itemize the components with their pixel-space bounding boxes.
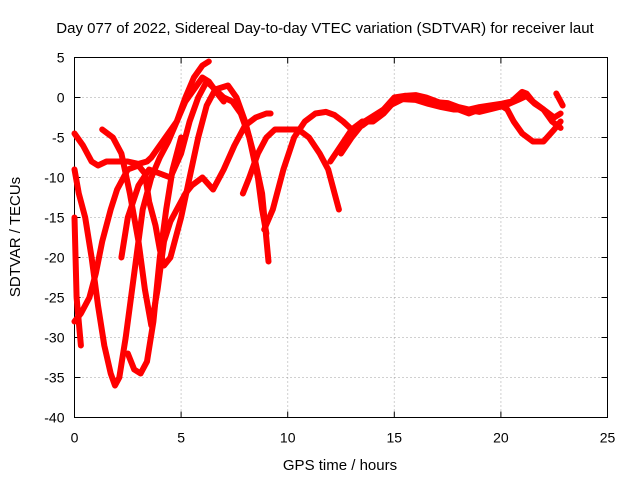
y-tick-label: -5 — [52, 130, 65, 146]
x-tick-label: 25 — [600, 430, 616, 446]
series-group — [71, 58, 566, 389]
series-line-arc-3 — [71, 82, 272, 325]
x-tick-label: 10 — [280, 430, 296, 446]
y-tick-label: -35 — [44, 370, 64, 386]
y-tick-label: -20 — [44, 250, 64, 266]
series-line-arc-4 — [71, 214, 84, 349]
plot-frame — [74, 57, 608, 418]
axis-ticks: 0 5 10 15 20 25 5 0 -5 -10 -15 -20 -25 -30 -35 -40 — [44, 50, 615, 446]
series-line-arc-7 — [124, 134, 185, 377]
series-line-arc-1 — [71, 74, 227, 169]
x-tick-label: 0 — [71, 430, 79, 446]
y-tick-label: -40 — [44, 410, 64, 426]
y-tick-label: -25 — [44, 290, 64, 306]
series-line-arc-2 — [71, 58, 212, 389]
y-tick-label: -10 — [44, 170, 64, 186]
series-line-arc-12 — [553, 90, 566, 109]
series-line-arc-11 — [338, 92, 564, 157]
series-line-arc-6 — [118, 78, 270, 261]
x-tick-label: 5 — [177, 430, 185, 446]
grid — [74, 57, 608, 418]
series-line-arc-8 — [239, 126, 342, 213]
y-tick-label: -30 — [44, 330, 64, 346]
x-tick-label: 20 — [493, 430, 509, 446]
y-axis-label: SDTVAR / TECUs — [7, 177, 24, 297]
series-line-arc-9 — [261, 88, 564, 233]
x-axis-label: GPS time / hours — [283, 457, 397, 474]
x-tick-label: 15 — [387, 430, 403, 446]
y-tick-label: -15 — [44, 210, 64, 226]
y-tick-label: 0 — [57, 90, 65, 106]
y-tick-label: 5 — [57, 50, 65, 66]
chart-title: Day 077 of 2022, Sidereal Day-to-day VTE… — [56, 20, 594, 37]
